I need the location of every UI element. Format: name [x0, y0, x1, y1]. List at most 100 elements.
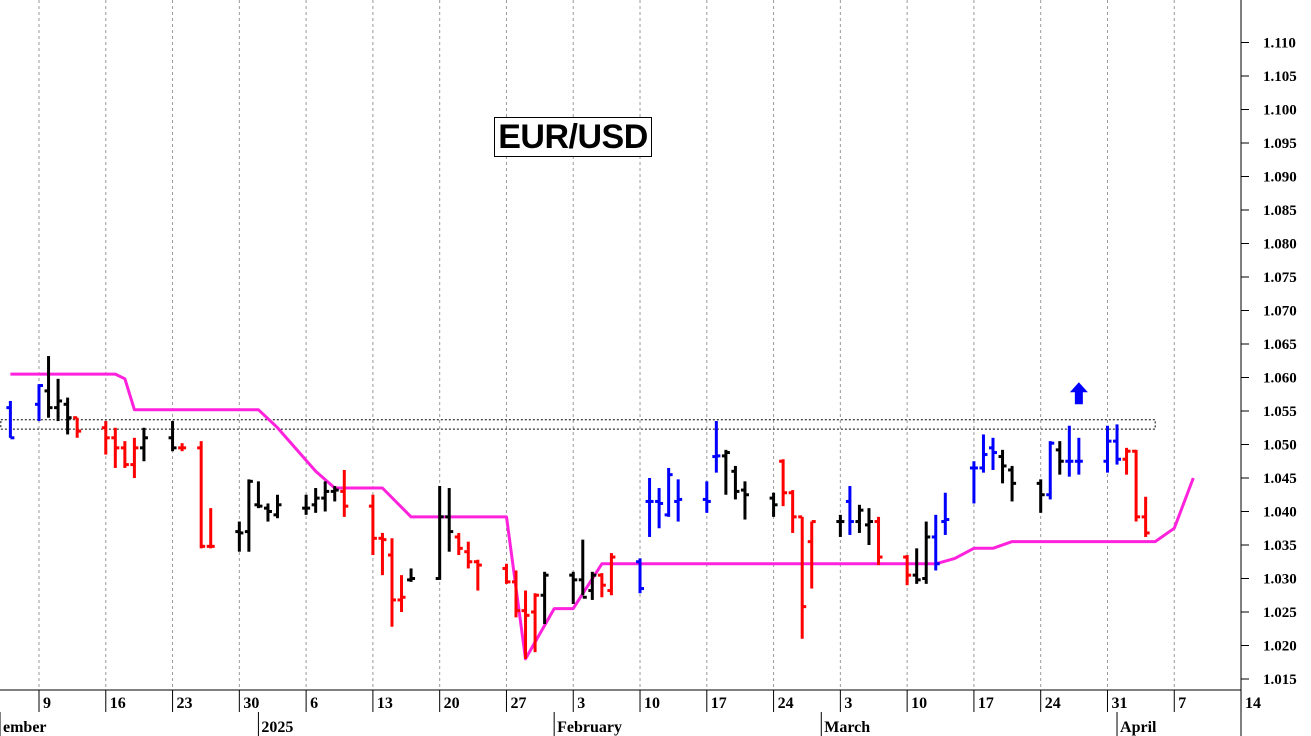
- ohlc-bar: [35, 384, 43, 422]
- x-tick-label: 27: [510, 695, 526, 712]
- x-axis: 9 16 23 30 6 13 20 27 3 10 17 24 3 10 17 24 31 7 14 ember 20…: [0, 689, 1261, 736]
- ohlc-bar: [206, 508, 215, 549]
- y-tick-label: 1.020: [1263, 639, 1297, 655]
- x-tick-label: 13: [377, 695, 393, 712]
- y-tick-label: 1.065: [1263, 337, 1297, 353]
- ohlc-bar: [779, 459, 788, 507]
- ohlc-bar: [1008, 465, 1017, 502]
- x-tick-label: 24: [1045, 695, 1061, 712]
- ohlc-bar: [235, 521, 244, 552]
- y-tick-label: 1.105: [1263, 69, 1297, 85]
- y-tick-label: 1.015: [1263, 672, 1297, 688]
- x-tick-label: 10: [644, 695, 660, 712]
- ohlc-bar: [864, 508, 873, 545]
- y-tick-label: 1.075: [1263, 270, 1297, 286]
- ohlc-bar: [1055, 441, 1064, 475]
- ohlc-bar: [769, 492, 778, 517]
- ohlc-bar: [63, 397, 72, 435]
- ohlc-bar: [521, 590, 530, 659]
- ohlc-bar: [168, 421, 177, 452]
- ohlc-bar: [540, 571, 549, 625]
- ohlc-bar: [836, 514, 845, 537]
- x-tick-label: 17: [711, 695, 727, 712]
- ohlc-bar: [922, 521, 931, 584]
- ohlc-bar: [387, 538, 396, 627]
- ohlc-bar: [111, 427, 120, 468]
- ohlc-bar: [120, 441, 129, 468]
- y-tick-label: 1.095: [1263, 136, 1297, 152]
- month-label: February: [557, 719, 622, 736]
- ohlc-bar: [130, 437, 139, 478]
- ohlc-bar: [1141, 496, 1150, 537]
- ohlc-bar: [273, 494, 282, 519]
- ohlc-bar: [569, 571, 578, 604]
- x-tick-label: 3: [577, 695, 585, 712]
- ohlc-bar: [731, 465, 740, 500]
- ohlc-bar: [54, 378, 63, 422]
- y-tick-label: 1.085: [1263, 203, 1297, 219]
- ohlc-bar: [302, 494, 311, 515]
- ohlc-bar: [340, 469, 349, 517]
- x-tick-label: 17: [978, 695, 994, 712]
- y-tick-label: 1.040: [1263, 505, 1297, 521]
- x-tick-label: 31: [1111, 695, 1127, 712]
- month-label: March: [824, 719, 870, 736]
- ohlc-bar: [178, 443, 187, 452]
- ohlc-bar: [712, 421, 721, 473]
- ohlc-bar: [1103, 425, 1112, 473]
- y-tick-label: 1.035: [1263, 538, 1297, 554]
- ohlc-bar: [6, 400, 15, 440]
- ohlc-bar: [578, 539, 587, 599]
- x-tick-label: 7: [1178, 695, 1186, 712]
- ohlc-bar: [855, 504, 864, 533]
- ohlc-bar: [1046, 441, 1055, 500]
- resistance-zones: [0, 419, 1156, 430]
- ohlc-bar: [473, 559, 482, 591]
- ohlc-bar: [941, 492, 950, 535]
- ohlc-bar: [311, 488, 320, 513]
- price-bars: [6, 356, 1150, 659]
- y-tick-label: 1.060: [1263, 371, 1297, 387]
- ohlc-bar: [845, 486, 854, 535]
- x-tick-label: 30: [243, 695, 259, 712]
- ohlc-bar: [674, 479, 683, 522]
- ohlc-bar: [1074, 437, 1083, 475]
- ohlc-bar: [254, 481, 263, 509]
- ohlc-bar: [531, 593, 540, 653]
- ohlc-bar: [330, 486, 339, 502]
- y-axis: 1.015 1.020 1.025 1.030 1.035 1.040 1.045 1.050…: [1240, 0, 1297, 736]
- ohlc-bar: [445, 488, 454, 552]
- x-tick-label: 9: [43, 695, 51, 712]
- ohlc-bar: [464, 541, 473, 569]
- ohlc-bar: [721, 449, 730, 495]
- x-tick-label: 10: [911, 695, 927, 712]
- y-tick-label: 1.050: [1263, 438, 1297, 454]
- ohlc-bar: [73, 416, 82, 438]
- ohlc-bar: [1065, 425, 1074, 477]
- ohlc-bar: [998, 449, 1007, 484]
- month-label: April: [1120, 719, 1157, 736]
- ohlc-bar: [636, 558, 645, 594]
- month-label: 2025: [261, 719, 293, 736]
- ohlc-bar: [1132, 449, 1141, 522]
- ohlc-bar: [454, 532, 463, 556]
- ohlc-bar: [597, 573, 606, 598]
- month-label: ember: [3, 719, 47, 736]
- y-tick-label: 1.080: [1263, 237, 1297, 253]
- ohlc-bar: [407, 568, 416, 582]
- ohlc-bar: [263, 503, 272, 522]
- y-tick-label: 1.110: [1263, 36, 1296, 52]
- buy-signal-arrow: [1069, 382, 1088, 405]
- ohlc-bar: [321, 481, 330, 512]
- y-tick-label: 1.045: [1263, 471, 1297, 487]
- ohlc-bar: [1122, 447, 1131, 475]
- ohlc-bar: [502, 563, 511, 584]
- ohlc-bar: [645, 478, 654, 537]
- ohlc-bar: [588, 571, 597, 600]
- ohlc-bar: [807, 520, 816, 589]
- ohlc-bar: [607, 553, 616, 596]
- x-tick-label: 14: [1245, 695, 1261, 712]
- ohlc-bar: [44, 356, 53, 418]
- x-tick-label: 20: [444, 695, 460, 712]
- ohlc-bar: [740, 481, 749, 520]
